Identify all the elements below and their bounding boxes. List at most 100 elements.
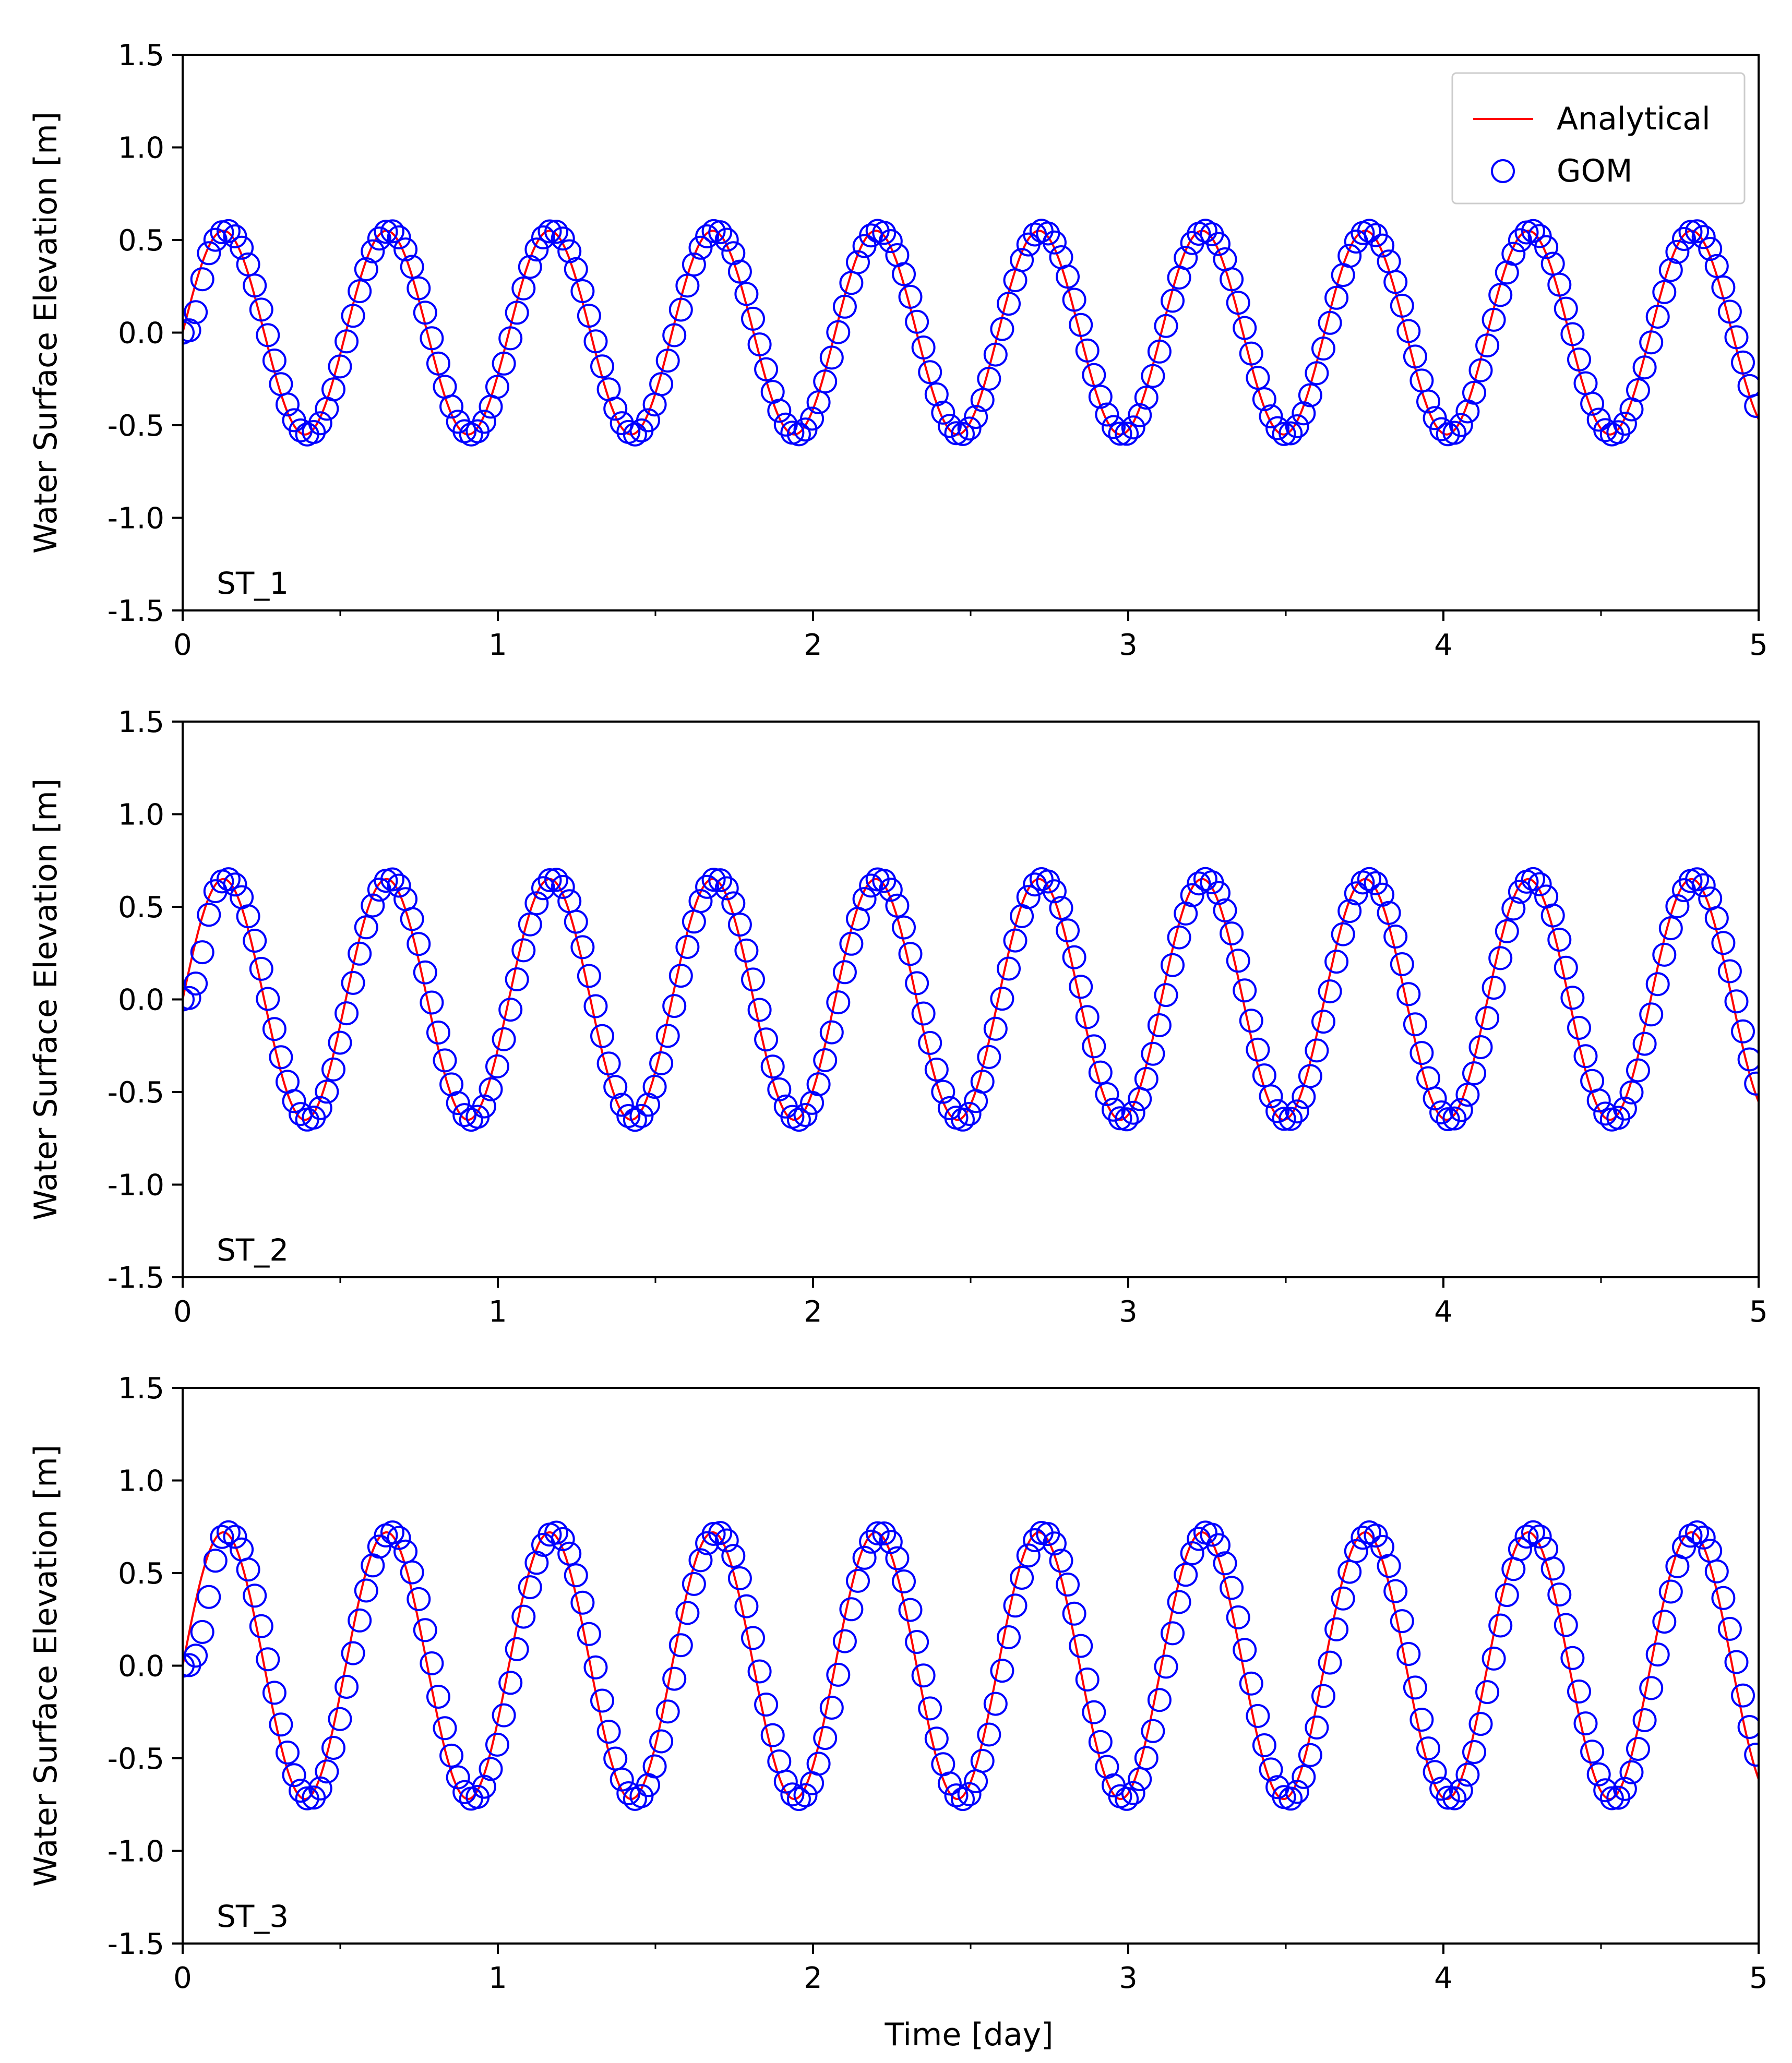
gom-marker [1383,270,1408,294]
gom-marker [420,326,444,351]
gom-marker [800,406,825,431]
gom-marker [577,304,601,328]
gom-marker [708,1521,733,1545]
gom-marker [197,903,221,927]
gom-marker [997,1625,1021,1649]
gom-marker [1298,1064,1322,1088]
gom-marker [289,1102,313,1126]
gom-marker [931,400,955,425]
gom-marker [1062,945,1086,969]
gom-marker [354,915,378,940]
gom-marker [714,1528,739,1553]
gom-marker [944,1783,969,1808]
gom-marker [714,876,739,901]
gom-marker [898,284,923,309]
gom-marker [1206,1533,1230,1557]
gom-marker [636,408,660,433]
gom-marker [1102,1097,1126,1122]
gom-marker [931,1080,955,1104]
gom-marker [439,394,464,419]
gom-marker [1246,1704,1270,1728]
gom-marker [1147,339,1172,364]
gom-marker [1416,1066,1440,1090]
gom-marker [439,1743,464,1768]
gom-marker [977,1045,1001,1069]
gom-marker [210,1525,234,1549]
gom-marker [1639,330,1664,355]
gom-marker [1069,975,1093,999]
gom-marker [649,1051,674,1075]
gom-marker [223,872,247,897]
gom-marker [905,971,929,995]
gom-marker [537,219,562,244]
gom-marker [924,382,949,406]
gom-marker [957,1102,982,1126]
gom-marker [328,354,352,379]
gom-marker [1115,422,1139,446]
gom-marker [262,1681,286,1705]
gom-marker [387,225,411,249]
gom-marker [1744,1071,1759,1096]
gom-marker [741,1626,765,1650]
gom-marker [970,388,995,412]
gom-marker [826,1662,851,1687]
axes-frame [182,1387,1760,1945]
gom-marker [1737,1047,1759,1072]
gom-marker [1180,883,1204,907]
gom-marker [983,342,1008,367]
x-tick-label: 1 [488,628,507,662]
gom-marker [256,987,280,1011]
gom-marker [741,967,765,992]
gom-marker [1567,1680,1591,1704]
gom-marker [1246,366,1270,390]
gom-marker [564,1563,588,1588]
gom-marker [623,422,647,447]
gom-marker [524,891,549,916]
gom-marker [544,1520,569,1545]
gom-marker [754,1693,779,1717]
gom-marker [1279,1107,1303,1131]
gom-marker [951,422,975,446]
gom-marker [977,1722,1001,1747]
gom-marker [197,241,221,266]
gom-marker [1069,313,1093,337]
x-tick-label: 0 [173,1295,192,1329]
gom-marker [1383,925,1408,949]
gom-marker [1606,420,1631,445]
gom-marker [603,1075,628,1099]
gom-marker [1468,1035,1493,1059]
gom-marker [498,1671,523,1695]
gom-marker [1599,1786,1624,1810]
gom-marker [1527,872,1552,896]
gom-marker [1626,1737,1650,1761]
gom-marker [1174,246,1198,270]
gom-marker [1180,1541,1204,1565]
gom-marker [1455,1083,1480,1107]
gom-marker [1003,928,1028,953]
gom-marker [570,279,595,303]
gom-marker [564,909,588,934]
gom-marker [1658,258,1683,282]
gom-marker [1717,1616,1742,1641]
gom-marker [334,329,359,354]
gom-marker [918,1696,942,1721]
y-tick-label: 0.5 [118,1557,164,1591]
gom-marker [1396,982,1421,1006]
gom-marker [668,1633,693,1658]
gom-marker [1416,389,1440,414]
gom-marker [223,1525,247,1549]
gom-marker [708,868,733,893]
gom-marker [1069,1634,1093,1658]
y-tick-label: -0.5 [107,1742,164,1776]
gom-marker [354,257,378,281]
gom-marker [1292,1765,1316,1789]
gom-marker [341,304,365,328]
gom-marker [636,1093,660,1117]
gom-marker [472,1094,496,1119]
gom-marker [367,1534,391,1559]
gom-marker [662,1666,687,1691]
gom-marker [1619,1080,1644,1105]
gom-marker [348,1608,372,1633]
gom-marker [682,909,706,934]
gom-marker [1331,1586,1355,1611]
